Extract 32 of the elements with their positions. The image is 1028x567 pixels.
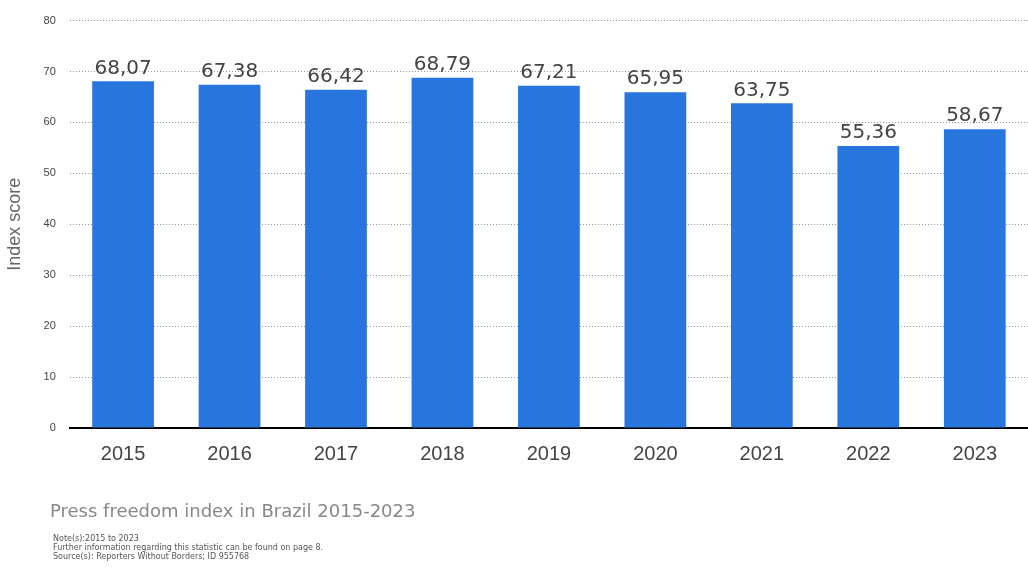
y-axis-title: Index score bbox=[3, 177, 24, 271]
y-tick-label: 30 bbox=[43, 268, 56, 281]
x-tick-label: 2022 bbox=[846, 441, 891, 464]
data-label: 55,36 bbox=[839, 119, 897, 144]
y-tick-label: 10 bbox=[43, 370, 56, 383]
x-tick-label: 2017 bbox=[313, 441, 359, 464]
y-tick-label: 40 bbox=[43, 217, 56, 230]
data-label: 65,95 bbox=[626, 65, 685, 90]
text: Press freedom index in Brazil 2015-2023 bbox=[50, 500, 416, 521]
y-tick-label: 80 bbox=[43, 13, 56, 26]
y-tick-label: 70 bbox=[43, 64, 56, 77]
data-label: 58,67 bbox=[946, 102, 1004, 127]
data-label: 68,79 bbox=[413, 50, 472, 75]
text: Note(s):2015 to 2023 bbox=[53, 534, 140, 543]
x-tick-label: 2020 bbox=[633, 441, 678, 464]
text: Further information regarding this statistic can be found on page 8. bbox=[53, 543, 324, 552]
data-label: 66,42 bbox=[307, 62, 365, 87]
y-tick-label: 50 bbox=[43, 166, 56, 179]
x-tick-label: 2018 bbox=[420, 441, 465, 464]
x-tick-label: 2023 bbox=[952, 441, 998, 464]
x-tick-label: 2016 bbox=[207, 441, 252, 464]
y-tick-label: 0 bbox=[49, 421, 56, 434]
x-tick-label: 2019 bbox=[526, 441, 572, 464]
y-tick-label: 20 bbox=[43, 319, 56, 332]
y-tick-label: 60 bbox=[43, 115, 56, 128]
x-tick-label: 2021 bbox=[739, 441, 785, 464]
x-tick-label: 2015 bbox=[100, 441, 146, 464]
data-label: 68,07 bbox=[94, 54, 152, 79]
source-note: Source(s): Reporters Without Borders; ID 955768 bbox=[53, 552, 251, 561]
data-label: 63,75 bbox=[733, 76, 791, 101]
data-label: 67,21 bbox=[520, 58, 578, 83]
data-label: 67,38 bbox=[200, 58, 259, 83]
